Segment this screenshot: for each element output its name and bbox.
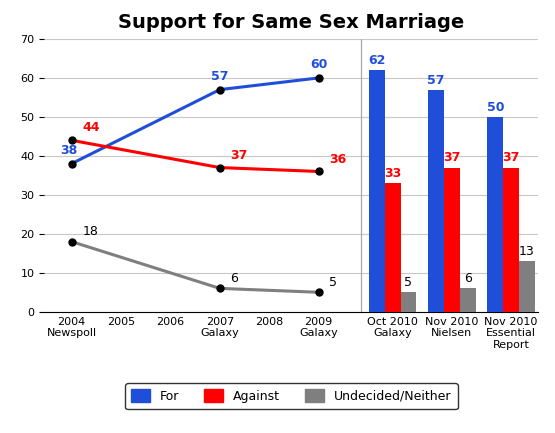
Text: 37: 37 <box>502 152 520 165</box>
Text: 6: 6 <box>464 272 472 285</box>
Bar <box>519 261 535 312</box>
Text: 50: 50 <box>487 101 504 114</box>
Text: 36: 36 <box>330 152 347 165</box>
Text: 37: 37 <box>443 152 461 165</box>
Text: 60: 60 <box>310 58 327 71</box>
Bar <box>385 183 401 312</box>
Legend: For, Against, Undecided/Neither: For, Against, Undecided/Neither <box>125 383 458 409</box>
Text: 5: 5 <box>405 276 412 289</box>
Text: 62: 62 <box>368 54 386 67</box>
Bar <box>487 117 503 312</box>
Bar <box>369 70 385 312</box>
Text: 44: 44 <box>83 121 100 134</box>
Title: Support for Same Sex Marriage: Support for Same Sex Marriage <box>118 13 465 32</box>
Bar <box>401 292 416 312</box>
Text: 33: 33 <box>384 167 401 180</box>
Bar <box>428 90 444 312</box>
Text: 5: 5 <box>330 276 337 289</box>
Text: 18: 18 <box>83 226 98 239</box>
Text: 37: 37 <box>231 149 248 162</box>
Text: 6: 6 <box>231 272 239 285</box>
Text: 38: 38 <box>60 144 78 157</box>
Text: 57: 57 <box>427 74 445 87</box>
Text: 13: 13 <box>519 245 535 258</box>
Bar <box>460 288 476 312</box>
Bar <box>503 168 519 312</box>
Text: 57: 57 <box>211 70 229 83</box>
Bar <box>444 168 460 312</box>
